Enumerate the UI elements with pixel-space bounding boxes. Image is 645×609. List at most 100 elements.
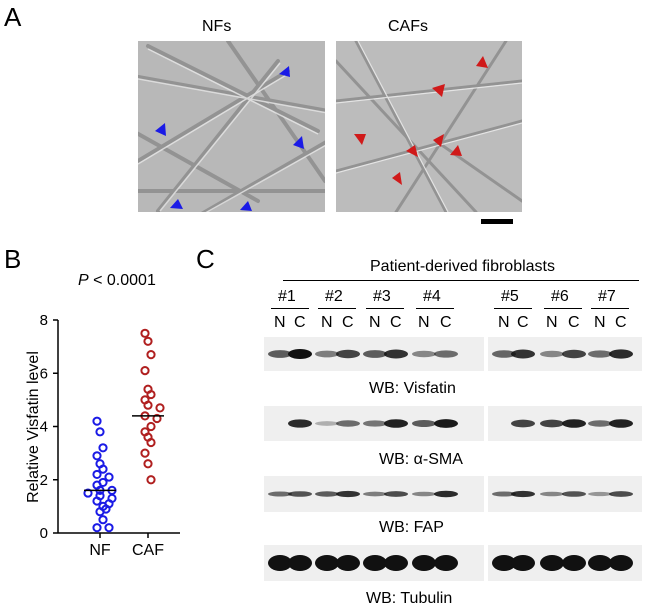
blot-band xyxy=(412,350,436,358)
lane-label: N xyxy=(369,314,381,331)
patient-label: #7 xyxy=(598,288,616,305)
blot-band xyxy=(562,555,586,571)
blot-band xyxy=(511,490,535,498)
fap-blot-right xyxy=(488,476,642,512)
data-point xyxy=(95,507,105,517)
y-tick-label: 2 xyxy=(40,472,48,489)
nfs-title: NFs xyxy=(202,18,232,35)
asma-blot-label: WB: α-SMA xyxy=(379,451,463,468)
x-tick-label: CAF xyxy=(132,542,164,559)
patient-underline xyxy=(544,308,582,309)
blot-band xyxy=(288,349,312,359)
data-point xyxy=(146,475,156,485)
patient-underline xyxy=(591,308,629,309)
blot-band xyxy=(384,349,408,359)
lane-label: C xyxy=(517,314,529,331)
fap-blot-label: WB: FAP xyxy=(379,519,444,536)
patient-label: #2 xyxy=(325,288,343,305)
blot-band xyxy=(511,419,535,428)
visfatin-blot-right xyxy=(488,337,642,371)
p-value-text: < 0.0001 xyxy=(88,272,156,289)
data-point xyxy=(140,365,150,376)
patient-underline xyxy=(416,308,454,309)
nf-micrograph xyxy=(138,41,325,212)
caf-micrograph xyxy=(336,41,522,212)
blot-band xyxy=(562,419,586,428)
data-point xyxy=(146,389,156,400)
blot-band xyxy=(412,420,436,427)
blot-band xyxy=(540,350,564,358)
blot-band xyxy=(588,491,612,497)
blot-band xyxy=(315,421,339,426)
blot-band xyxy=(434,490,458,498)
lane-label: N xyxy=(274,314,286,331)
blot-band xyxy=(511,555,535,571)
fap-blot-left xyxy=(264,476,484,512)
blot-band xyxy=(492,350,516,358)
blot-band xyxy=(336,349,360,359)
data-point xyxy=(140,328,150,338)
tubulin-blot-left xyxy=(264,545,484,581)
asma-blot-left xyxy=(264,406,484,441)
blot-band xyxy=(336,555,360,571)
blot-band xyxy=(588,350,612,358)
lane-label: N xyxy=(418,314,430,331)
blot-band xyxy=(540,491,564,497)
blot-band xyxy=(336,490,360,498)
data-point xyxy=(152,413,162,424)
asma-blot-right xyxy=(488,406,642,441)
blot-band xyxy=(384,555,408,571)
blot-band xyxy=(315,491,339,497)
data-point xyxy=(104,472,114,482)
blot-band xyxy=(336,420,360,427)
y-tick-label: 6 xyxy=(40,365,48,382)
blot-band xyxy=(288,491,312,497)
patient-label: #4 xyxy=(423,288,441,305)
caf-arrowheads xyxy=(354,56,488,185)
patient-label: #3 xyxy=(373,288,391,305)
c-header-rule xyxy=(283,280,639,281)
visfatin-blot-left xyxy=(264,337,484,371)
patient-underline xyxy=(271,308,309,309)
lane-label: C xyxy=(440,314,452,331)
y-tick-label: 0 xyxy=(40,525,48,542)
tubulin-blot-label: WB: Tubulin xyxy=(366,590,453,607)
panel-b-letter: B xyxy=(4,244,22,274)
blot-band xyxy=(288,555,312,571)
data-point xyxy=(98,515,108,525)
blot-band xyxy=(434,350,458,358)
blot-band xyxy=(315,350,339,358)
panel-c-letter: C xyxy=(196,244,215,274)
y-tick-label: 8 xyxy=(40,312,48,329)
blot-band xyxy=(511,349,535,359)
blot-band xyxy=(384,491,408,497)
blot-band xyxy=(540,555,564,571)
data-point xyxy=(83,488,93,498)
data-point xyxy=(155,403,165,413)
blot-band xyxy=(562,349,586,359)
patient-underline xyxy=(318,308,356,309)
data-point xyxy=(143,336,153,346)
data-point xyxy=(146,421,156,432)
data-point xyxy=(143,459,153,469)
blot-band xyxy=(562,491,586,497)
lane-label: N xyxy=(594,314,606,331)
lane-label: N xyxy=(546,314,558,331)
lane-label: C xyxy=(390,314,402,331)
p-symbol: P xyxy=(78,272,89,289)
lane-label: C xyxy=(342,314,354,331)
blot-band xyxy=(268,555,292,571)
data-point xyxy=(98,464,108,474)
data-point xyxy=(92,523,102,533)
data-point xyxy=(146,437,156,448)
blot-band xyxy=(540,419,564,428)
patient-label: #1 xyxy=(278,288,296,305)
patient-underline xyxy=(494,308,532,309)
x-tick-label: NF xyxy=(89,542,111,559)
patient-label: #5 xyxy=(501,288,519,305)
data-point xyxy=(146,350,156,360)
lane-label: N xyxy=(321,314,333,331)
data-point xyxy=(140,448,150,458)
blot-band xyxy=(492,491,516,497)
lane-label: N xyxy=(498,314,510,331)
